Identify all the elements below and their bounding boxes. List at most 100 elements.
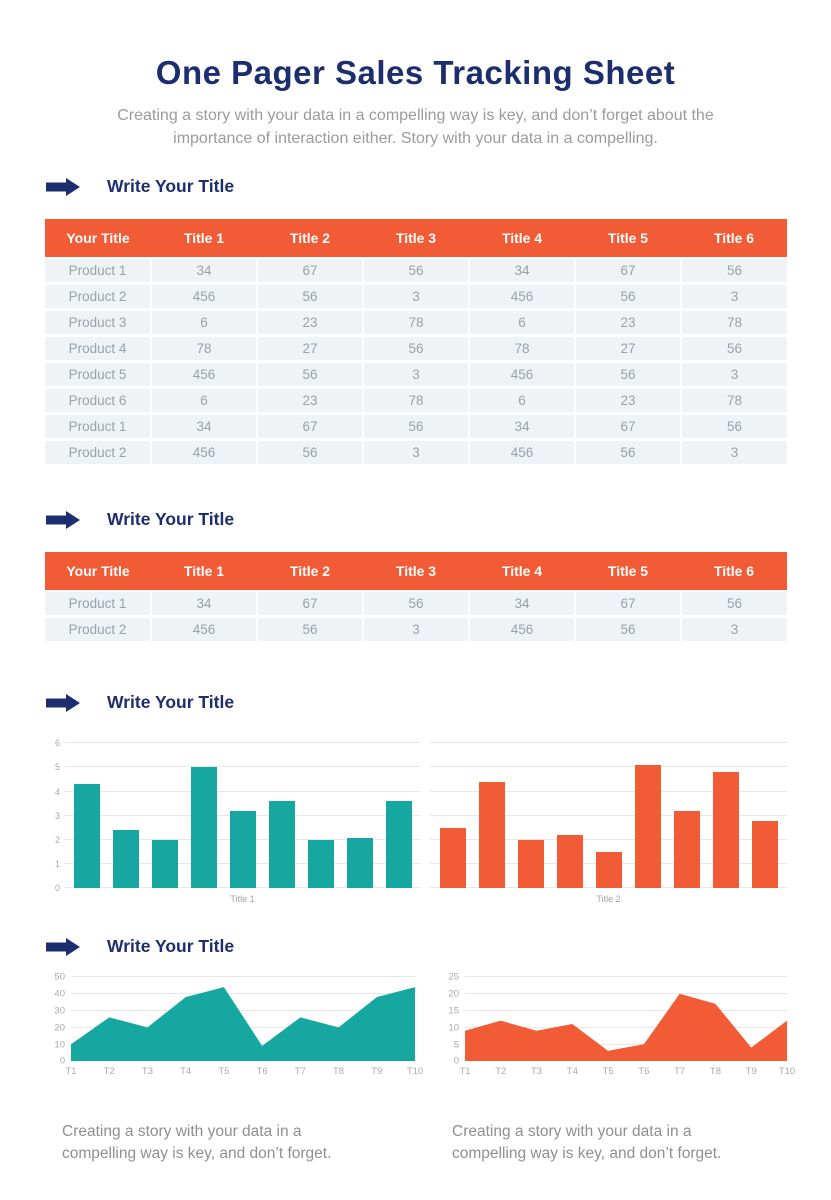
cell-value: 56 — [363, 590, 470, 619]
bar-charts-row: 0 1 2 3 4 5 6 Title 1 Title 2 — [45, 738, 787, 904]
row-label: Product 5 — [45, 361, 152, 390]
cell-value: 56 — [257, 616, 364, 645]
cell-value: 3 — [363, 439, 470, 468]
cell-value: 78 — [681, 309, 787, 338]
column-header: Your Title — [45, 552, 151, 592]
table-row: Product 1 34 67 56 34 67 56 — [45, 413, 787, 442]
gridline — [430, 838, 787, 840]
cell-value: 3 — [681, 283, 787, 312]
cell-value: 456 — [469, 361, 576, 390]
area-chart-y-axis: 0 10 20 30 40 50 — [45, 972, 71, 1067]
row-label: Product 2 — [45, 283, 152, 312]
sales-table-1: Your Title Title 1 Title 2 Title 3 Title 4 Ti… — [45, 219, 787, 468]
cell-value: 6 — [469, 309, 576, 338]
right-arrow-icon — [46, 177, 80, 196]
x-tick-label: T1 — [459, 1066, 471, 1078]
table-row: Product 6 6 23 78 6 23 78 — [45, 387, 787, 416]
cell-value: 34 — [151, 413, 258, 442]
y-tick-label: 3 — [54, 810, 60, 821]
row-label: Product 1 — [45, 413, 152, 442]
x-tick-label: T5 — [218, 1066, 230, 1078]
gridline — [430, 766, 787, 768]
row-label: Product 1 — [45, 257, 152, 286]
column-header: Title 5 — [575, 219, 681, 259]
table-row: Product 2 456 56 3 456 56 3 — [45, 283, 787, 312]
cell-value: 6 — [151, 309, 258, 338]
column-header: Title 2 — [257, 219, 363, 259]
cell-value: 23 — [257, 309, 364, 338]
bar — [517, 839, 544, 889]
bar — [595, 852, 622, 889]
area-polygon — [465, 994, 787, 1062]
table-row: Product 3 6 23 78 6 23 78 — [45, 309, 787, 338]
bar — [673, 810, 700, 889]
table-row: Product 4 78 27 56 78 27 56 — [45, 335, 787, 364]
cell-value: 23 — [575, 387, 682, 416]
gridline — [430, 814, 787, 816]
section-heading-4: Write Your Title — [46, 936, 831, 957]
page-title: One Pager Sales Tracking Sheet — [155, 54, 676, 91]
bar — [439, 827, 466, 889]
y-tick-label: 5 — [453, 1039, 459, 1051]
cell-value: 56 — [575, 616, 682, 645]
cell-value: 34 — [469, 413, 576, 442]
column-header: Title 4 — [469, 552, 575, 592]
y-tick-label: 0 — [59, 1055, 65, 1067]
column-header: Title 3 — [363, 219, 469, 259]
table-row: Product 2 456 56 3 456 56 3 — [45, 616, 787, 645]
cell-value: 56 — [575, 283, 682, 312]
y-tick-label: 1 — [54, 859, 60, 870]
x-tick-label: T9 — [371, 1066, 383, 1078]
column-header: Title 5 — [575, 552, 681, 592]
y-tick-label: 25 — [448, 971, 459, 983]
y-tick-label: 6 — [54, 738, 60, 749]
x-tick-label: T2 — [103, 1066, 115, 1078]
cell-value: 78 — [363, 387, 470, 416]
gridline — [465, 1043, 787, 1045]
gridline — [430, 742, 787, 744]
x-tick-label: T9 — [745, 1066, 757, 1078]
row-label: Product 6 — [45, 387, 152, 416]
y-tick-label: 5 — [54, 762, 60, 773]
cell-value: 6 — [469, 387, 576, 416]
bars-layer — [65, 743, 420, 889]
y-tick-label: 20 — [448, 988, 459, 1000]
gridline — [465, 1026, 787, 1028]
cell-value: 78 — [681, 387, 787, 416]
page-subtitle: Creating a story with your data in a com… — [117, 106, 714, 148]
gridline — [71, 976, 415, 978]
cell-value: 23 — [257, 387, 364, 416]
cell-value: 56 — [681, 257, 787, 286]
gridline — [465, 976, 787, 978]
section-title: Write Your Title — [107, 692, 235, 713]
y-tick-label: 20 — [54, 1022, 65, 1034]
gridline — [65, 742, 420, 744]
bar-chart-y-axis: 0 1 2 3 4 5 6 — [45, 738, 65, 893]
table-header-row: Your Title Title 1 Title 2 Title 3 Title 4 Ti… — [45, 552, 787, 592]
table-row: Product 2 456 56 3 456 56 3 — [45, 439, 787, 468]
section-heading-2: Write Your Title — [46, 509, 831, 530]
cell-value: 3 — [363, 616, 470, 645]
caption-right: Creating a story with your data in a com… — [452, 1122, 722, 1162]
area-chart-teal: 0 10 20 30 40 50 T1 T2 T3 T4 T5 T6 T7 T8 T9 T10 — [45, 972, 423, 1079]
row-label: Product 1 — [45, 590, 152, 619]
cell-value: 456 — [469, 439, 576, 468]
cell-value: 456 — [469, 283, 576, 312]
cell-value: 3 — [681, 616, 787, 645]
cell-value: 67 — [257, 590, 364, 619]
chart-captions: Creating a story with your data in a com… — [62, 1105, 831, 1179]
area-chart-orange: 0 5 10 15 20 25 T1 T2 T3 T4 T5 T6 T7 T8 T9 T10 — [439, 972, 795, 1079]
table-header-row: Your Title Title 1 Title 2 Title 3 Title 4 Ti… — [45, 219, 787, 259]
bar — [634, 765, 661, 889]
column-header: Title 6 — [681, 219, 787, 259]
column-header: Title 3 — [363, 552, 469, 592]
cell-value: 456 — [151, 616, 258, 645]
sales-table-2: Your Title Title 1 Title 2 Title 3 Title 4 Ti… — [45, 552, 787, 645]
bar — [556, 835, 583, 889]
bar — [751, 820, 778, 889]
cell-value: 56 — [363, 257, 470, 286]
bar-chart-orange: Title 2 — [430, 742, 787, 904]
gridline — [465, 993, 787, 995]
x-tick-label: T3 — [531, 1066, 543, 1078]
cell-value: 27 — [257, 335, 364, 364]
